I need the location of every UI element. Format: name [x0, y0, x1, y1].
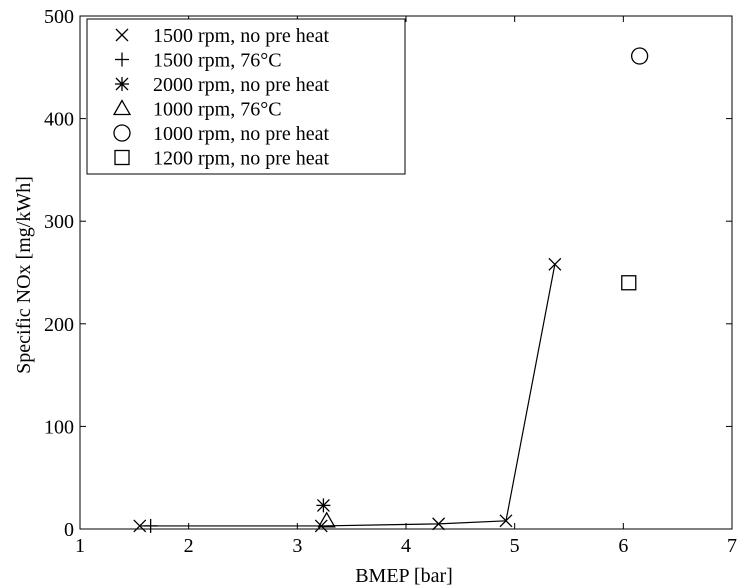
series-5 [621, 275, 637, 291]
x-tick-label: 4 [401, 535, 411, 557]
data-point [133, 519, 147, 533]
legend-label: 2000 rpm, no pre heat [153, 74, 330, 96]
data-point [548, 257, 562, 271]
legend-entry: 1000 rpm, no pre heat [113, 123, 330, 145]
legend-label: 1500 rpm, no pre heat [153, 25, 330, 47]
legend-marker [115, 52, 129, 67]
series-3 [317, 511, 336, 528]
data-point [316, 498, 331, 513]
marker-stroke [316, 498, 330, 512]
marker-shape [317, 511, 336, 528]
marker-stroke [499, 514, 513, 528]
legend-label: 1000 rpm, no pre heat [153, 123, 330, 145]
legend-marker [114, 149, 130, 166]
x-tick-label: 3 [292, 535, 302, 557]
legend-entry: 2000 rpm, no pre heat [115, 74, 330, 96]
series-1 [143, 518, 158, 533]
marker-stroke [133, 519, 147, 533]
legend-marker [112, 99, 132, 116]
x-tick-label: 2 [184, 535, 194, 557]
data-point [630, 47, 649, 65]
legend-marker [113, 124, 131, 142]
plot-area [133, 47, 649, 533]
x-tick-label: 5 [510, 535, 520, 557]
x-tick-label: 1 [75, 535, 85, 557]
marker-stroke [115, 77, 129, 91]
legend-label: 1000 rpm, 76°C [153, 99, 282, 121]
legend-label: 1500 rpm, 76°C [153, 50, 282, 72]
series-2 [316, 498, 331, 513]
legend-entry: 1500 rpm, no pre heat [115, 25, 330, 47]
marker-stroke [115, 28, 129, 42]
legend-marker [115, 77, 129, 91]
y-tick-label: 0 [64, 519, 74, 541]
data-point [317, 511, 336, 528]
y-tick-label: 300 [44, 211, 74, 233]
marker-shape [113, 124, 131, 142]
legend-entry: 1500 rpm, 76°C [115, 50, 282, 72]
y-tick-label: 400 [44, 109, 74, 131]
marker-stroke [314, 519, 328, 533]
x-axis-label: BMEP [bar] [355, 565, 453, 585]
legend-marker [115, 28, 129, 42]
x-tick-label: 7 [727, 535, 737, 557]
marker-shape [112, 99, 132, 116]
y-axis-label: Specific NOx [mg/kWh] [13, 176, 35, 374]
series-line [139, 264, 556, 527]
y-tick-label: 100 [44, 416, 74, 438]
legend: 1500 rpm, no pre heat 1500 rpm, 76°C2000 … [86, 18, 406, 175]
marker-shape [114, 149, 130, 166]
y-tick-label: 500 [44, 6, 74, 28]
legend-entry: 1000 rpm, 76°C [112, 99, 282, 121]
data-point [314, 519, 328, 533]
x-tick-label: 6 [618, 535, 628, 557]
legend-box [86, 18, 406, 175]
data-point [621, 275, 637, 291]
marker-stroke [548, 257, 562, 271]
tick-layer: 1 2 3 4 5 6 7 0 100 200 300 400 500 [44, 6, 737, 557]
data-point [432, 517, 446, 531]
series-0 [133, 257, 562, 533]
marker-shape [621, 275, 637, 291]
legend-entry: 1200 rpm, no pre heat [114, 148, 330, 170]
data-point [499, 514, 513, 528]
data-point [143, 518, 158, 533]
marker-stroke [432, 517, 446, 531]
series-4 [630, 47, 649, 65]
y-tick-label: 200 [44, 314, 74, 336]
legend-label: 1200 rpm, no pre heat [153, 148, 330, 170]
marker-shape [630, 47, 649, 65]
